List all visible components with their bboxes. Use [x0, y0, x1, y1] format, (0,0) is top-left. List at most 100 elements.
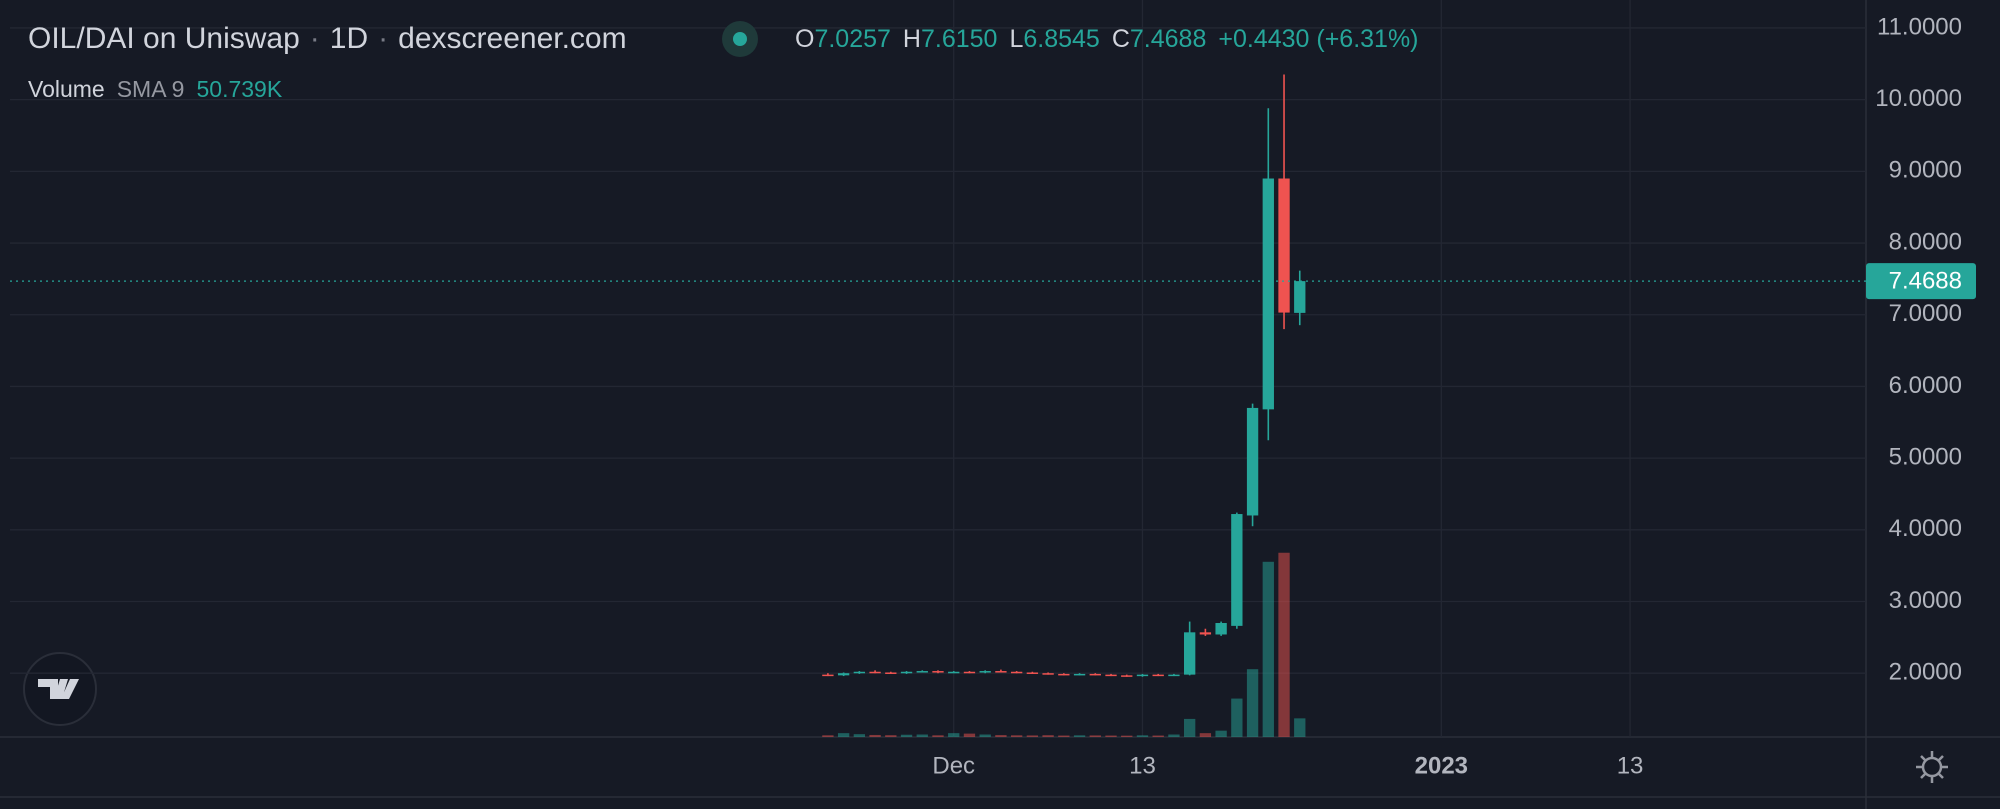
volume-bar [1199, 733, 1212, 737]
ohlc-value: 7.0257 [814, 25, 891, 53]
tradingview-logo[interactable] [23, 652, 97, 726]
volume-bar [1089, 735, 1101, 737]
candle-body [1026, 672, 1039, 674]
candle-body [1073, 673, 1086, 676]
volume-bar [1262, 561, 1274, 737]
candle-body [1058, 673, 1070, 676]
candle-body [837, 673, 850, 676]
candle-body [932, 671, 944, 673]
grid [10, 0, 1866, 737]
candle-body [1262, 178, 1274, 410]
volume-bar [963, 733, 976, 737]
volume-bar [1231, 698, 1243, 737]
volume-value: 50.739K [196, 76, 283, 102]
volume-bar [1121, 735, 1133, 737]
candle-body [1168, 674, 1180, 677]
ohlc-key: O [795, 25, 815, 53]
settings-icon[interactable] [1916, 751, 1948, 783]
ohlc-item: C7.4688 [1112, 25, 1207, 54]
volume-bar [1246, 669, 1259, 737]
ohlc-legend: O7.0257 H7.6150 L6.8545 C7.4688 +0.4430 (+6.… [795, 25, 1419, 54]
candle-body [900, 671, 913, 674]
ohlc-key: C [1111, 25, 1130, 53]
ohlc-key: H [902, 25, 921, 53]
y-tick-label: 11.0000 [1877, 13, 1962, 40]
candle-body [822, 674, 834, 677]
volume-name: Volume [28, 76, 105, 102]
last-price-label: 7.4688 [1889, 267, 1962, 294]
candle-body [853, 671, 866, 674]
candle-body [1105, 674, 1117, 677]
volume-bar [869, 734, 881, 737]
candle-body [979, 671, 991, 673]
candle-body [1183, 632, 1196, 675]
candle-body [1121, 675, 1133, 677]
volume-bar [979, 734, 991, 737]
candle-body [1042, 673, 1054, 675]
candle-body [916, 671, 928, 673]
volume-bar [916, 734, 928, 737]
candle-body [869, 671, 881, 674]
gear[interactable] [1921, 756, 1943, 778]
y-tick-label: 3.0000 [1889, 587, 1962, 614]
separator: · [378, 22, 389, 55]
candle-body [1199, 632, 1212, 635]
ohlc-key: L [1009, 25, 1024, 53]
volume-bar [1183, 718, 1196, 737]
volume-bar [995, 735, 1007, 737]
volume-bar [1294, 718, 1306, 737]
x-tick-label: Dec [932, 752, 975, 779]
y-tick-label: 5.0000 [1889, 443, 1962, 470]
candle-body [1246, 407, 1259, 516]
candle-body [963, 671, 976, 674]
last-price-box [1866, 263, 1976, 300]
y-tick-label: 6.0000 [1889, 372, 1962, 399]
volume-bar [1105, 735, 1117, 737]
ohlc-value: 7.6150 [920, 25, 998, 53]
candle-body [995, 671, 1007, 673]
ohlc-item: L6.8545 [1009, 25, 1099, 54]
volume-bar [822, 735, 834, 737]
volume-bar [1073, 735, 1086, 737]
y-tick-label: 8.0000 [1889, 228, 1962, 255]
volume-bar [1278, 552, 1290, 737]
volume-bar [1168, 734, 1180, 737]
volume-bar [885, 735, 897, 737]
candle-body [885, 672, 897, 674]
volume-bar [932, 735, 944, 737]
y-tick-label: 9.0000 [1889, 157, 1962, 184]
volume-bar [1136, 735, 1149, 737]
volume-indicator: SMA 9 [116, 76, 185, 102]
y-tick-label: 10.0000 [1875, 85, 1962, 112]
volume-bar [853, 734, 866, 737]
x-tick-label: 2023 [1415, 752, 1468, 779]
interval[interactable]: 1D [329, 22, 369, 55]
x-tick-label: 13 [1617, 752, 1644, 779]
symbol: OIL/DAI on Uniswap [28, 22, 300, 55]
candle-body [1136, 674, 1149, 677]
price-change: +0.4430 (+6.31%) [1218, 25, 1419, 53]
candle-body [1152, 674, 1164, 677]
y-tick-label: 4.0000 [1889, 515, 1962, 542]
y-tick-label: 7.0000 [1889, 300, 1962, 327]
status-dot [722, 21, 758, 57]
candle-body [1294, 281, 1306, 313]
logo-mark[interactable] [38, 679, 79, 699]
volume-bar [1215, 730, 1227, 737]
volume-bar [900, 734, 913, 737]
ohlc-item: O7.0257 [795, 25, 891, 54]
source: dexscreener.com [398, 22, 627, 55]
candle-body [948, 671, 960, 674]
candle-body [1278, 178, 1290, 313]
candle-body [1231, 514, 1243, 626]
volume-bar [948, 733, 960, 737]
gear-teeth[interactable] [1916, 751, 1948, 783]
y-tick-label: 2.0000 [1889, 659, 1962, 686]
candle-body [1089, 673, 1101, 676]
volume-bar [1010, 735, 1023, 737]
symbol-header: OIL/DAI on Uniswap · 1D · dexscreener.co… [28, 22, 627, 56]
volume-bar [1152, 735, 1164, 737]
